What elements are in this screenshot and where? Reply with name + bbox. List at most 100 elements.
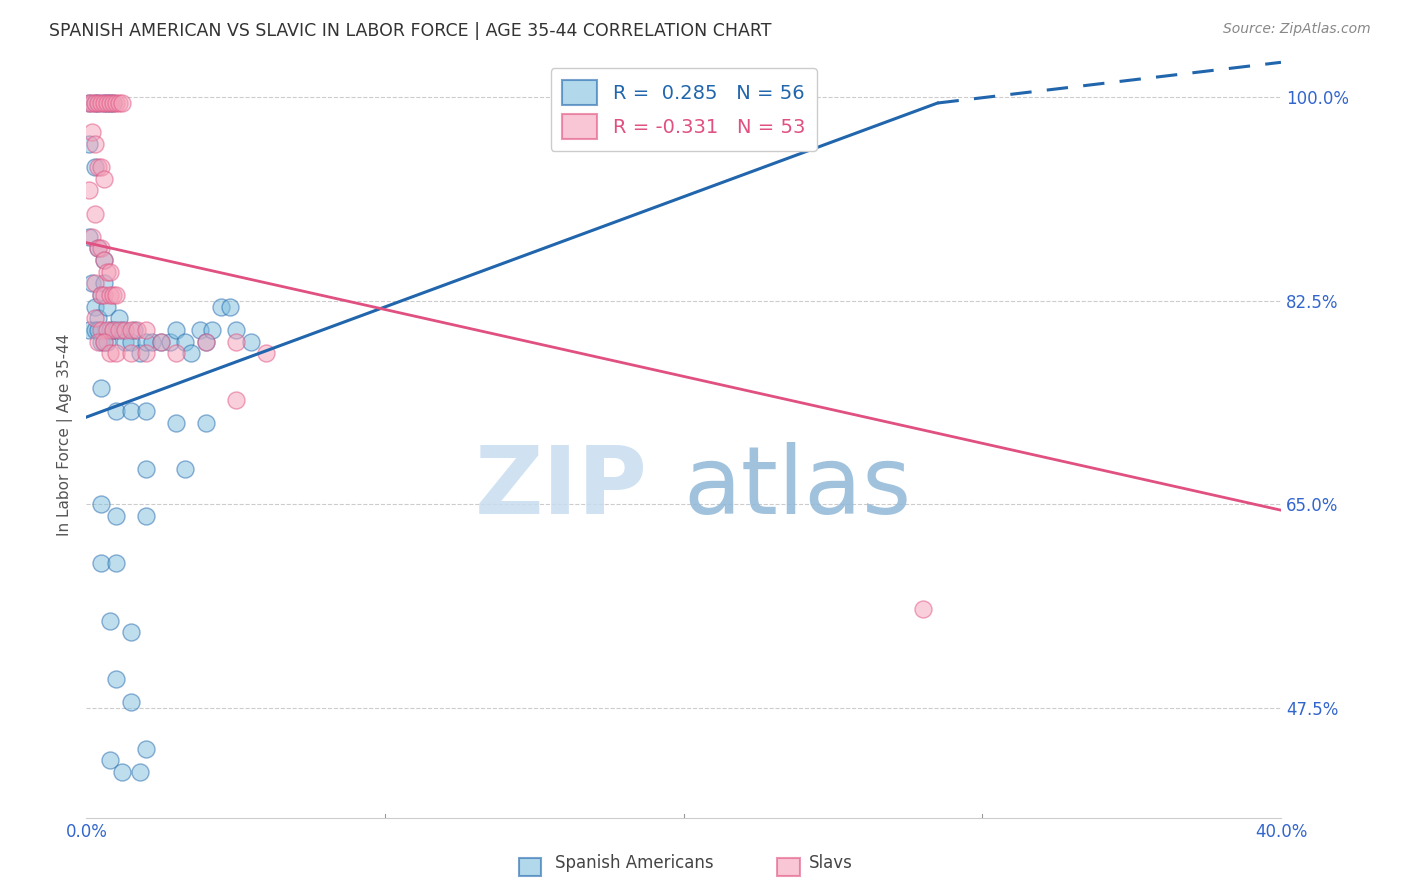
Spanish Americans xyxy=(79,323,101,337)
Slavs xyxy=(96,323,118,337)
Spanish Americans xyxy=(98,323,121,337)
Y-axis label: In Labor Force | Age 35-44: In Labor Force | Age 35-44 xyxy=(58,334,73,536)
Slavs xyxy=(84,96,107,111)
Slavs xyxy=(93,171,115,186)
Slavs xyxy=(225,392,247,407)
Spanish Americans xyxy=(135,462,157,476)
Slavs xyxy=(79,96,101,111)
Slavs xyxy=(103,96,125,111)
Text: Slavs: Slavs xyxy=(808,855,852,872)
Spanish Americans xyxy=(82,277,104,291)
Text: ZIP: ZIP xyxy=(475,442,648,534)
Spanish Americans xyxy=(87,96,110,111)
Slavs xyxy=(82,96,104,111)
Spanish Americans xyxy=(135,508,157,523)
Spanish Americans xyxy=(79,229,101,244)
Slavs xyxy=(93,288,115,302)
Spanish Americans xyxy=(90,497,112,511)
Spanish Americans xyxy=(93,334,115,349)
Slavs xyxy=(96,96,118,111)
Spanish Americans xyxy=(141,334,163,349)
Slavs xyxy=(105,96,128,111)
Spanish Americans xyxy=(135,334,157,349)
Slavs xyxy=(135,323,157,337)
Spanish Americans xyxy=(105,672,128,686)
Spanish Americans xyxy=(165,323,187,337)
Spanish Americans xyxy=(180,346,202,360)
Spanish Americans xyxy=(122,323,145,337)
Spanish Americans xyxy=(165,416,187,430)
Spanish Americans xyxy=(90,381,112,395)
Spanish Americans xyxy=(93,277,115,291)
Spanish Americans xyxy=(87,242,110,256)
Slavs xyxy=(93,334,115,349)
Text: Source: ZipAtlas.com: Source: ZipAtlas.com xyxy=(1223,22,1371,37)
Spanish Americans xyxy=(194,416,217,430)
Spanish Americans xyxy=(120,404,142,418)
Spanish Americans xyxy=(150,334,173,349)
Slavs xyxy=(90,242,112,256)
Spanish Americans xyxy=(79,136,101,151)
Slavs xyxy=(111,96,134,111)
Spanish Americans xyxy=(87,311,110,326)
Spanish Americans xyxy=(120,625,142,640)
Slavs xyxy=(105,288,128,302)
Spanish Americans xyxy=(98,614,121,628)
Spanish Americans xyxy=(105,323,128,337)
Spanish Americans xyxy=(90,556,112,570)
Slavs xyxy=(90,323,112,337)
Spanish Americans xyxy=(225,323,247,337)
Slavs xyxy=(120,323,142,337)
Spanish Americans xyxy=(90,288,112,302)
Spanish Americans xyxy=(96,334,118,349)
Spanish Americans xyxy=(174,334,197,349)
Slavs xyxy=(194,334,217,349)
Slavs xyxy=(150,334,173,349)
Slavs xyxy=(98,96,121,111)
Spanish Americans xyxy=(218,300,240,314)
Spanish Americans xyxy=(129,764,152,779)
Text: Spanish Americans: Spanish Americans xyxy=(555,855,714,872)
Slavs xyxy=(108,323,131,337)
Slavs xyxy=(103,288,125,302)
Spanish Americans xyxy=(188,323,211,337)
Slavs xyxy=(90,288,112,302)
Spanish Americans xyxy=(129,346,152,360)
Spanish Americans xyxy=(105,508,128,523)
Spanish Americans xyxy=(174,462,197,476)
Spanish Americans xyxy=(84,300,107,314)
Slavs xyxy=(254,346,277,360)
Spanish Americans xyxy=(105,404,128,418)
Slavs xyxy=(165,346,187,360)
Slavs xyxy=(93,96,115,111)
Slavs xyxy=(105,346,128,360)
Slavs xyxy=(225,334,247,349)
Spanish Americans xyxy=(120,695,142,709)
Spanish Americans xyxy=(84,160,107,174)
Spanish Americans xyxy=(79,96,101,111)
Slavs xyxy=(108,96,131,111)
Slavs xyxy=(84,311,107,326)
Spanish Americans xyxy=(194,334,217,349)
Text: atlas: atlas xyxy=(683,442,912,534)
Spanish Americans xyxy=(135,741,157,756)
Spanish Americans xyxy=(111,764,134,779)
Legend: R =  0.285   N = 56, R = -0.331   N = 53: R = 0.285 N = 56, R = -0.331 N = 53 xyxy=(551,68,817,151)
Slavs xyxy=(120,346,142,360)
Spanish Americans xyxy=(93,96,115,111)
Spanish Americans xyxy=(103,323,125,337)
Spanish Americans xyxy=(98,753,121,767)
Spanish Americans xyxy=(93,253,115,268)
Slavs xyxy=(93,253,115,268)
Spanish Americans xyxy=(103,96,125,111)
Spanish Americans xyxy=(90,334,112,349)
Spanish Americans xyxy=(111,323,134,337)
Slavs xyxy=(96,265,118,279)
Slavs xyxy=(87,160,110,174)
Slavs xyxy=(87,334,110,349)
Bar xyxy=(519,858,541,876)
Spanish Americans xyxy=(114,334,136,349)
Slavs xyxy=(911,602,934,616)
Spanish Americans xyxy=(96,96,118,111)
Slavs xyxy=(127,323,149,337)
